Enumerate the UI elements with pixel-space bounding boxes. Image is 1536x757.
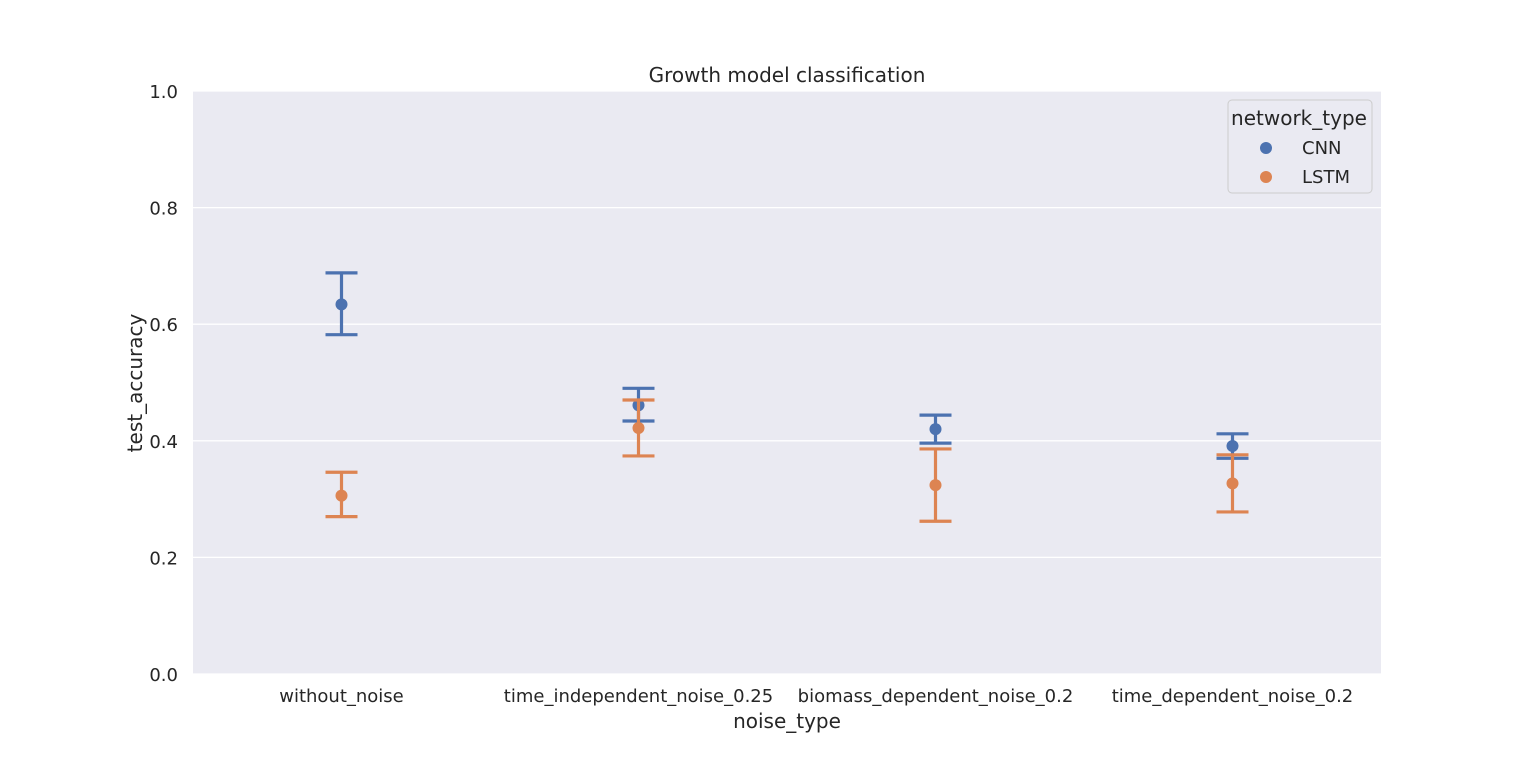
x-tick-label: time_dependent_noise_0.2 [1112, 686, 1354, 707]
x-axis-label: noise_type [733, 709, 841, 733]
y-tick-labels: 0.0 0.2 0.4 0.6 0.8 1.0 [149, 82, 178, 686]
y-tick-label: 0.6 [149, 315, 178, 336]
y-tick-label: 0.0 [149, 665, 178, 686]
plot-area [193, 91, 1381, 674]
chart-title: Growth model classification [649, 63, 926, 87]
x-tick-labels: without_noise time_independent_noise_0.25… [279, 686, 1353, 707]
data-marks [325, 271, 1249, 523]
lstm-point [1226, 477, 1239, 490]
series-lstm [325, 398, 1249, 523]
y-tick-label: 0.8 [149, 199, 178, 220]
y-axis-label: test_accuracy [123, 314, 147, 453]
legend-label-lstm: LSTM [1302, 167, 1350, 188]
legend-title: network_type [1231, 106, 1367, 130]
legend-frame [1227, 99, 1373, 194]
cnn-point [929, 423, 942, 436]
y-tick-label: 0.2 [149, 548, 178, 569]
legend-marker-cnn [1260, 142, 1272, 154]
y-tick-label: 0.4 [149, 432, 178, 453]
legend: network_type CNN LSTM [1227, 99, 1373, 194]
y-tick-label: 1.0 [149, 82, 178, 103]
lstm-point [929, 479, 942, 492]
cnn-point [335, 298, 348, 311]
x-tick-label: biomass_dependent_noise_0.2 [798, 686, 1074, 707]
cnn-point [1226, 440, 1239, 453]
x-tick-label: without_noise [279, 686, 404, 707]
legend-marker-lstm [1260, 171, 1272, 183]
lstm-point [335, 489, 348, 502]
legend-label-cnn: CNN [1302, 138, 1342, 159]
grid-lines [193, 90, 1381, 675]
lstm-point [632, 421, 645, 434]
x-tick-label: time_independent_noise_0.25 [504, 686, 773, 707]
